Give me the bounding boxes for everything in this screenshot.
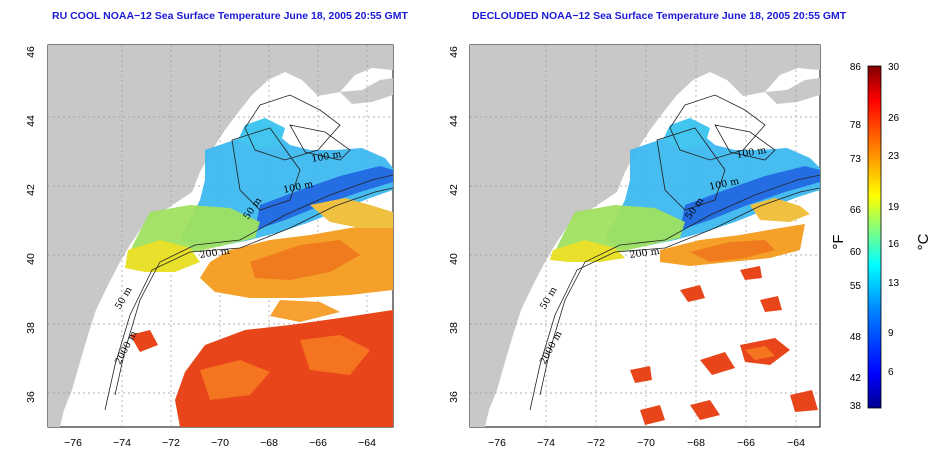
contour-label-200m: 200 m <box>199 246 230 261</box>
lat-tick: 44 <box>25 115 37 127</box>
lon-tick: −72 <box>162 437 180 449</box>
lon-tick: −68 <box>260 437 278 449</box>
lat-tick: 46 <box>25 46 37 58</box>
colorbar-f-label: 38 <box>850 401 862 412</box>
land-mass <box>470 45 820 427</box>
lon-tick: −70 <box>637 437 655 449</box>
right-map-title: DECLOUDED NOAA−12 Sea Surface Temperatur… <box>472 10 847 22</box>
lon-tick: −76 <box>488 437 506 449</box>
colorbar-f-label: 42 <box>850 373 862 384</box>
colorbar-c-label: 19 <box>888 202 900 213</box>
colorbar-c-label: 6 <box>888 367 894 378</box>
colorbar-c-label: 9 <box>888 328 894 339</box>
colorbar-f-label: 66 <box>850 205 862 216</box>
right-lat-axis: 36 38 40 42 44 46 <box>448 46 460 403</box>
lon-tick: −74 <box>113 437 131 449</box>
colorbar-gradient <box>867 65 882 409</box>
lat-tick: 38 <box>448 322 460 334</box>
left-map-panel: 100 m 100 m 200 m 50 m 50 m 2000 m 36 38… <box>25 44 394 449</box>
colorbar-f-label: 73 <box>850 154 862 165</box>
lat-tick: 42 <box>448 184 460 196</box>
lat-tick: 46 <box>448 46 460 58</box>
colorbar-c-label: 26 <box>888 113 900 124</box>
lat-tick: 38 <box>25 322 37 334</box>
colorbar-f-label: 60 <box>850 247 862 258</box>
bathymetry-contours <box>529 94 820 411</box>
left-map-title: RU COOL NOAA−12 Sea Surface Temperature … <box>52 10 408 22</box>
right-lon-axis: −76 −74 −72 −70 −68 −66 −64 <box>488 437 805 449</box>
unit-celsius: °C <box>915 233 932 250</box>
lat-tick: 36 <box>448 391 460 403</box>
lat-tick: 36 <box>25 391 37 403</box>
lon-tick: −64 <box>358 437 376 449</box>
lon-tick: −64 <box>787 437 805 449</box>
lon-tick: −72 <box>587 437 605 449</box>
contour-label-100m-a: 100 m <box>311 149 343 165</box>
colorbar-c-label: 13 <box>888 278 900 289</box>
colorbar-f-label: 78 <box>850 120 862 131</box>
colorbar-c-label: 16 <box>888 239 900 250</box>
lon-tick: −66 <box>309 437 327 449</box>
contour-label-100m-a: 100 m <box>736 145 768 161</box>
lat-tick: 40 <box>25 253 37 265</box>
land-mass <box>48 45 393 427</box>
colorbar-f-label: 55 <box>850 281 862 292</box>
lon-tick: −74 <box>537 437 555 449</box>
lon-tick: −66 <box>737 437 755 449</box>
left-lon-axis: −76 −74 −72 −70 −68 −66 −64 <box>64 437 376 449</box>
colorbar-f-label: 48 <box>850 332 862 343</box>
right-map-panel: 100 m 100 m 200 m 50 m 50 m 2000 m 36 38… <box>448 44 821 449</box>
bathymetry-contours <box>104 94 393 411</box>
unit-fahrenheit: °F <box>830 234 847 249</box>
colorbar-c-label: 30 <box>888 62 900 73</box>
colorbar-c-label: 23 <box>888 151 900 162</box>
lat-tick: 44 <box>448 115 460 127</box>
lon-tick: −68 <box>687 437 705 449</box>
lat-tick: 40 <box>448 253 460 265</box>
sst-scattered-patches <box>630 266 818 425</box>
lon-tick: −76 <box>64 437 82 449</box>
colorbar-f-label: 86 <box>850 62 862 73</box>
lat-tick: 42 <box>25 184 37 196</box>
left-lat-axis: 36 38 40 42 44 46 <box>25 46 37 403</box>
lon-tick: −70 <box>211 437 229 449</box>
temperature-colorbar: 86 78 73 66 60 55 48 42 38 30 26 23 19 1… <box>830 62 932 412</box>
contour-label-200m: 200 m <box>629 246 660 261</box>
